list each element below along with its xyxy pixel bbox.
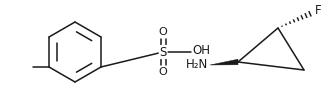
- Text: F: F: [315, 3, 322, 17]
- Text: O: O: [159, 67, 168, 77]
- Text: H₂N: H₂N: [186, 59, 208, 72]
- Polygon shape: [210, 59, 238, 65]
- Text: O: O: [159, 27, 168, 37]
- Text: OH: OH: [192, 45, 210, 57]
- Text: S: S: [159, 45, 167, 59]
